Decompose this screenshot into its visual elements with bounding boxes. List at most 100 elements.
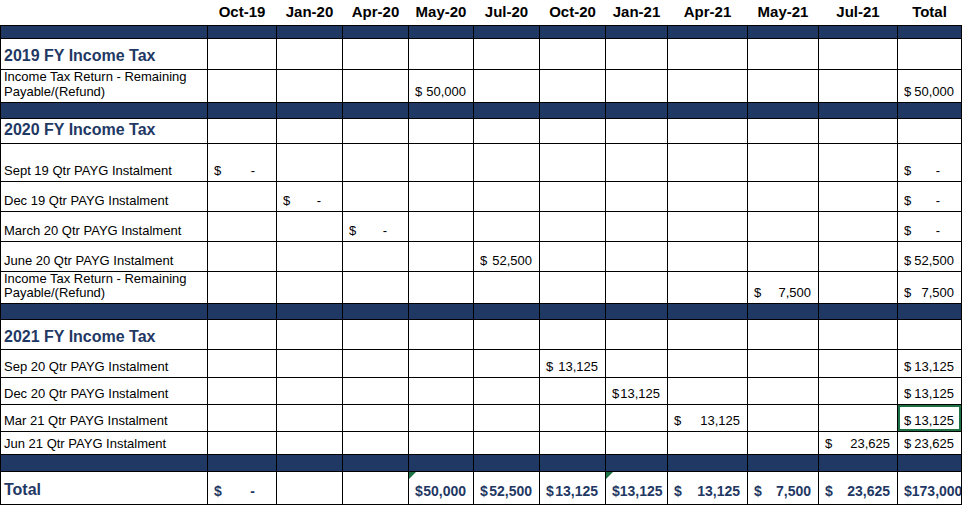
empty-cell[interactable] bbox=[540, 118, 606, 143]
empty-cell[interactable] bbox=[474, 271, 540, 304]
empty-cell[interactable] bbox=[343, 118, 409, 143]
empty-cell[interactable] bbox=[343, 69, 409, 102]
empty-cell[interactable] bbox=[819, 320, 898, 350]
empty-cell[interactable] bbox=[409, 181, 474, 211]
band-cell[interactable] bbox=[540, 25, 606, 38]
band-cell[interactable] bbox=[898, 102, 962, 118]
empty-cell[interactable] bbox=[668, 38, 748, 69]
empty-cell[interactable] bbox=[540, 38, 606, 69]
band-cell[interactable] bbox=[474, 25, 540, 38]
band-cell[interactable] bbox=[343, 102, 409, 118]
money-cell-total[interactable]: $173,000 bbox=[898, 472, 962, 505]
empty-cell[interactable] bbox=[540, 69, 606, 102]
band-cell[interactable] bbox=[668, 304, 748, 320]
empty-cell[interactable] bbox=[277, 69, 343, 102]
empty-cell[interactable] bbox=[343, 241, 409, 271]
empty-cell[interactable] bbox=[606, 181, 668, 211]
column-header-jan21[interactable]: Jan-21 bbox=[606, 0, 668, 25]
band-cell[interactable] bbox=[1, 304, 208, 320]
money-cell-total[interactable]: $13,125 bbox=[898, 378, 962, 405]
band-cell[interactable] bbox=[277, 25, 343, 38]
empty-cell[interactable] bbox=[668, 350, 748, 378]
empty-cell[interactable] bbox=[606, 271, 668, 304]
empty-cell[interactable] bbox=[668, 143, 748, 181]
band-cell[interactable] bbox=[819, 304, 898, 320]
row-label[interactable]: Income Tax Return - Remaining Payable/(R… bbox=[1, 271, 208, 304]
money-cell-apr21[interactable]: $13,125 bbox=[668, 405, 748, 432]
row-label[interactable]: 2021 FY Income Tax bbox=[1, 320, 208, 350]
empty-cell[interactable] bbox=[540, 320, 606, 350]
empty-cell[interactable] bbox=[819, 38, 898, 69]
empty-cell[interactable] bbox=[343, 405, 409, 432]
empty-cell[interactable] bbox=[668, 241, 748, 271]
empty-cell[interactable] bbox=[748, 118, 819, 143]
empty-cell[interactable] bbox=[748, 211, 819, 241]
row-label[interactable]: 2020 FY Income Tax bbox=[1, 118, 208, 143]
column-header-may20[interactable]: May-20 bbox=[409, 0, 474, 25]
empty-cell[interactable] bbox=[748, 378, 819, 405]
money-cell-jan21[interactable]: $13,125 bbox=[606, 472, 668, 505]
column-header-jul20[interactable]: Jul-20 bbox=[474, 0, 540, 25]
band-cell[interactable] bbox=[668, 455, 748, 472]
empty-cell[interactable] bbox=[540, 271, 606, 304]
empty-cell[interactable] bbox=[474, 69, 540, 102]
empty-cell[interactable] bbox=[343, 143, 409, 181]
empty-cell[interactable] bbox=[277, 350, 343, 378]
band-cell[interactable] bbox=[409, 304, 474, 320]
empty-cell[interactable] bbox=[277, 143, 343, 181]
band-cell[interactable] bbox=[819, 25, 898, 38]
empty-cell[interactable] bbox=[668, 432, 748, 455]
band-cell[interactable] bbox=[668, 102, 748, 118]
empty-cell[interactable] bbox=[343, 432, 409, 455]
band-cell[interactable] bbox=[606, 102, 668, 118]
empty-cell[interactable] bbox=[208, 378, 277, 405]
band-cell[interactable] bbox=[208, 25, 277, 38]
empty-cell[interactable] bbox=[208, 181, 277, 211]
money-cell-oct20[interactable]: $13,125 bbox=[540, 472, 606, 505]
empty-cell[interactable] bbox=[277, 472, 343, 505]
band-cell[interactable] bbox=[343, 304, 409, 320]
empty-cell[interactable] bbox=[208, 38, 277, 69]
empty-cell[interactable] bbox=[540, 241, 606, 271]
money-cell-total[interactable]: $- bbox=[898, 181, 962, 211]
money-cell-oct19[interactable]: $- bbox=[208, 143, 277, 181]
money-cell-jul21[interactable]: $23,625 bbox=[819, 472, 898, 505]
empty-cell[interactable] bbox=[343, 38, 409, 69]
empty-cell[interactable] bbox=[409, 241, 474, 271]
empty-cell[interactable] bbox=[898, 38, 962, 69]
empty-cell[interactable] bbox=[606, 69, 668, 102]
empty-cell[interactable] bbox=[748, 241, 819, 271]
empty-cell[interactable] bbox=[474, 143, 540, 181]
money-cell-may20[interactable]: $50,000 bbox=[409, 69, 474, 102]
empty-cell[interactable] bbox=[819, 378, 898, 405]
row-label[interactable]: 2019 FY Income Tax bbox=[1, 38, 208, 69]
empty-cell[interactable] bbox=[819, 271, 898, 304]
empty-cell[interactable] bbox=[409, 143, 474, 181]
empty-cell[interactable] bbox=[474, 378, 540, 405]
empty-cell[interactable] bbox=[606, 38, 668, 69]
money-cell-total[interactable]: $52,500 bbox=[898, 241, 962, 271]
empty-cell[interactable] bbox=[898, 118, 962, 143]
empty-cell[interactable] bbox=[819, 350, 898, 378]
money-cell-may21[interactable]: $7,500 bbox=[748, 472, 819, 505]
band-cell[interactable] bbox=[606, 25, 668, 38]
empty-cell[interactable] bbox=[277, 320, 343, 350]
empty-cell[interactable] bbox=[819, 211, 898, 241]
empty-cell[interactable] bbox=[606, 405, 668, 432]
band-cell[interactable] bbox=[208, 102, 277, 118]
band-cell[interactable] bbox=[277, 455, 343, 472]
column-header-oct19[interactable]: Oct-19 bbox=[208, 0, 277, 25]
empty-cell[interactable] bbox=[409, 378, 474, 405]
empty-cell[interactable] bbox=[540, 181, 606, 211]
empty-cell[interactable] bbox=[606, 350, 668, 378]
empty-cell[interactable] bbox=[208, 69, 277, 102]
empty-cell[interactable] bbox=[343, 350, 409, 378]
empty-cell[interactable] bbox=[409, 350, 474, 378]
empty-cell[interactable] bbox=[748, 69, 819, 102]
empty-cell[interactable] bbox=[606, 143, 668, 181]
band-cell[interactable] bbox=[819, 102, 898, 118]
money-cell-total[interactable]: $23,625 bbox=[898, 432, 962, 455]
empty-cell[interactable] bbox=[748, 181, 819, 211]
money-cell-total[interactable]: $- bbox=[898, 143, 962, 181]
empty-cell[interactable] bbox=[606, 320, 668, 350]
